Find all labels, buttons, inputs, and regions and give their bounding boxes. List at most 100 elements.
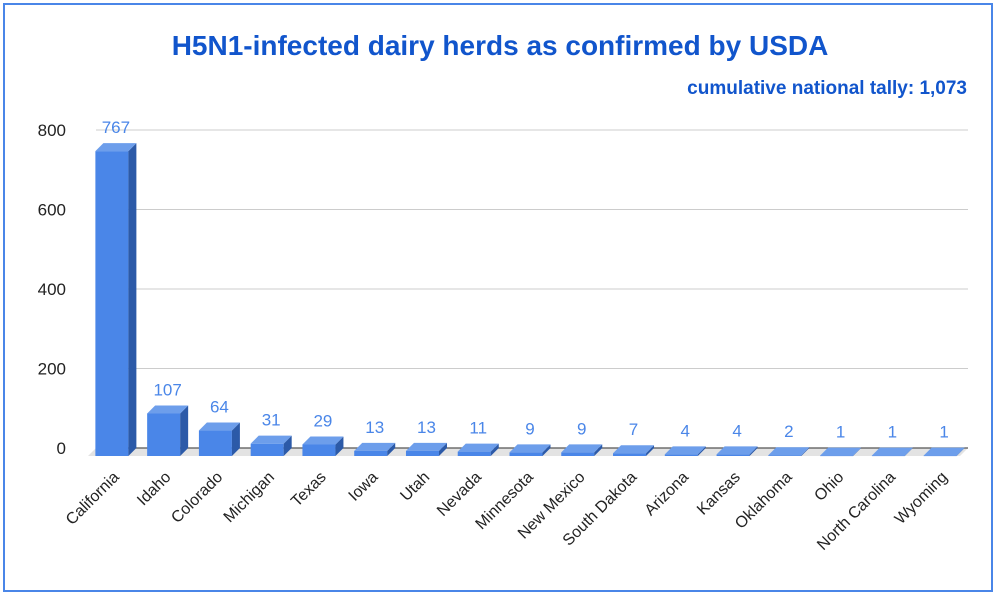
bar-side [490, 443, 499, 456]
x-tick-label: Iowa [346, 469, 382, 505]
bar [457, 443, 499, 456]
bar [405, 442, 447, 456]
data-label: 13 [417, 418, 436, 437]
bar [95, 143, 137, 456]
data-label: 9 [577, 419, 586, 438]
bar-side [853, 447, 862, 456]
bar-side [801, 447, 810, 456]
bar-front [302, 444, 336, 456]
bar-front [250, 443, 284, 456]
chart-frame [3, 3, 993, 592]
bar-side [283, 435, 292, 456]
bar-side [749, 446, 758, 456]
bar-top [457, 443, 499, 452]
bar-side [128, 143, 137, 456]
bar-front [509, 452, 543, 456]
bar [509, 444, 551, 456]
x-tick-label: Nevada [434, 469, 485, 520]
bar-front [457, 451, 491, 456]
bar-top [405, 442, 447, 451]
y-tick-label: 0 [57, 439, 66, 458]
bar-front [716, 454, 750, 456]
bars [95, 143, 965, 457]
y-axis-ticks: 0 200 400 600 800 [38, 121, 66, 458]
x-tick-label: Arizona [642, 469, 692, 519]
x-tick-label: Idaho [134, 469, 174, 509]
bar-side [956, 447, 965, 456]
y-tick-label: 800 [38, 121, 66, 140]
bar-front [923, 455, 957, 457]
data-label: 13 [365, 418, 384, 437]
data-label: 4 [681, 421, 690, 440]
y-tick-label: 600 [38, 201, 66, 220]
bar-top [613, 445, 655, 454]
bar [820, 447, 862, 457]
bar-side [231, 422, 240, 456]
bar-front [613, 453, 647, 456]
data-label: 29 [313, 411, 332, 430]
x-tick-label: Michigan [221, 469, 278, 526]
bar [871, 447, 913, 457]
bar-top [250, 435, 292, 444]
x-tick-label: Wyoming [892, 469, 951, 528]
data-label: 4 [732, 421, 741, 440]
data-label: 9 [525, 419, 534, 438]
bar-top [198, 422, 240, 431]
bar-side [438, 442, 447, 456]
bar-top [509, 444, 551, 453]
bar [147, 405, 189, 456]
bar [768, 447, 810, 456]
data-label: 31 [262, 411, 281, 430]
bar-top [664, 446, 706, 455]
data-label: 64 [210, 398, 229, 417]
bar [561, 444, 603, 456]
y-tick-label: 200 [38, 360, 66, 379]
data-label: 1 [939, 423, 948, 442]
bar-front [820, 455, 854, 457]
bar [354, 442, 396, 456]
bar-front [561, 452, 595, 456]
x-tick-label: Ohio [811, 469, 847, 505]
x-tick-label: Texas [288, 469, 330, 511]
data-label: 2 [784, 422, 793, 441]
data-label: 7 [629, 420, 638, 439]
bar-front [871, 455, 905, 457]
bar-top [768, 447, 810, 456]
bar [664, 446, 706, 456]
bar-side [542, 444, 551, 456]
bar-top [716, 446, 758, 455]
bar-side [697, 446, 706, 456]
y-tick-label: 400 [38, 280, 66, 299]
bar [198, 422, 240, 456]
bar [250, 435, 292, 456]
x-tick-label: Kansas [694, 469, 744, 519]
bar [613, 445, 655, 456]
bar-front [405, 450, 439, 456]
bar-side [180, 405, 189, 456]
bar-top [354, 442, 396, 451]
bar-front [95, 151, 129, 456]
bar-top [95, 143, 137, 152]
bar-side [594, 444, 603, 456]
bar [923, 447, 965, 457]
bar-side [335, 436, 344, 456]
bar-side [387, 442, 396, 456]
bar-front [198, 430, 232, 456]
bar-side [646, 445, 655, 456]
x-tick-label: Colorado [168, 469, 226, 527]
bar-top [302, 436, 344, 445]
bar-top [561, 444, 603, 453]
x-tick-label: California [63, 469, 123, 529]
data-label: 107 [153, 380, 181, 399]
chart-subtitle: cumulative national tally: 1,073 [687, 78, 967, 99]
chart-title: H5N1-infected dairy herds as confirmed b… [171, 30, 829, 61]
bar-front [147, 413, 181, 456]
bar-side [904, 447, 913, 456]
data-label: 1 [836, 423, 845, 442]
bar-top [871, 447, 913, 456]
bar-front [664, 454, 698, 456]
data-label: 767 [102, 118, 130, 137]
